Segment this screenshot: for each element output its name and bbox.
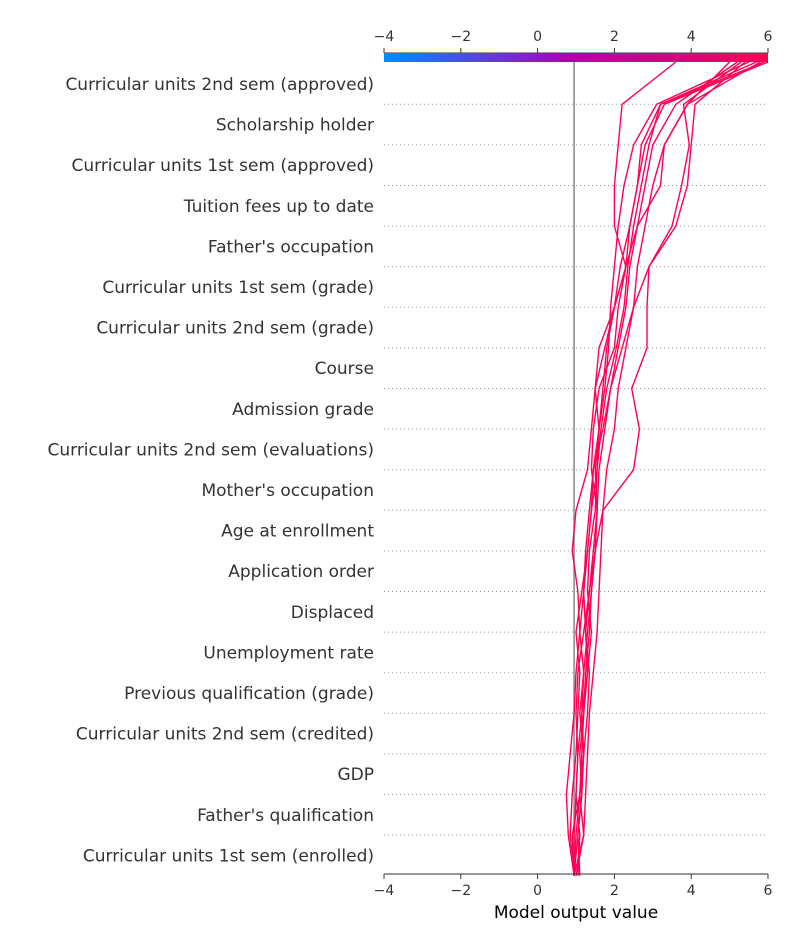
bottom-x-axis: −4 −2 0 2 4 6 xyxy=(374,873,773,899)
top-x-axis: −4 −2 0 2 4 6 xyxy=(374,29,773,54)
top-tick-label: 4 xyxy=(687,29,696,45)
feature-label: Previous qualification (grade) xyxy=(124,684,374,704)
top-tick-label: 6 xyxy=(764,29,773,45)
feature-label: Displaced xyxy=(291,603,374,623)
feature-labels: Curricular units 2nd sem (approved) Schol… xyxy=(47,75,374,866)
feature-label: Curricular units 2nd sem (evaluations) xyxy=(47,440,374,460)
feature-label: Age at enrollment xyxy=(221,522,374,542)
feature-label: Mother's occupation xyxy=(201,481,374,501)
feature-label: Curricular units 1st sem (grade) xyxy=(102,278,374,298)
feature-label: Father's qualification xyxy=(197,806,374,826)
top-tick-label: −4 xyxy=(374,29,395,45)
decision-line xyxy=(565,61,746,876)
feature-label: Admission grade xyxy=(232,400,374,420)
decision-line xyxy=(575,61,765,876)
bottom-tick-label: 4 xyxy=(687,883,696,899)
bottom-tick-label: −2 xyxy=(450,883,471,899)
feature-label: Scholarship holder xyxy=(216,116,374,136)
feature-label: Curricular units 2nd sem (approved) xyxy=(65,75,374,95)
colorbar xyxy=(384,53,768,62)
x-axis-title: Model output value xyxy=(494,903,658,923)
decision-line xyxy=(575,61,757,876)
bottom-tick-label: 2 xyxy=(610,883,619,899)
top-tick-label: 2 xyxy=(610,29,619,45)
decision-lines xyxy=(565,61,769,876)
feature-label: Course xyxy=(315,359,374,379)
decision-line xyxy=(569,61,769,876)
feature-label: Curricular units 1st sem (enrolled) xyxy=(83,846,374,866)
decision-line xyxy=(573,61,761,876)
bottom-tick-label: 6 xyxy=(764,883,773,899)
feature-label: Application order xyxy=(228,562,374,582)
feature-label: Curricular units 2nd sem (grade) xyxy=(96,319,374,339)
bottom-tick-label: 0 xyxy=(533,883,542,899)
bottom-tick-label: −4 xyxy=(374,883,395,899)
top-tick-label: 0 xyxy=(533,29,542,45)
top-tick-label: −2 xyxy=(450,29,471,45)
feature-label: Curricular units 1st sem (approved) xyxy=(71,156,374,176)
decision-line xyxy=(571,61,677,876)
feature-label: GDP xyxy=(337,765,374,785)
feature-label: Curricular units 2nd sem (credited) xyxy=(76,725,374,745)
feature-label: Unemployment rate xyxy=(203,643,374,663)
decision-line xyxy=(577,61,742,876)
feature-label: Father's occupation xyxy=(208,237,374,257)
feature-label: Tuition fees up to date xyxy=(183,197,374,217)
